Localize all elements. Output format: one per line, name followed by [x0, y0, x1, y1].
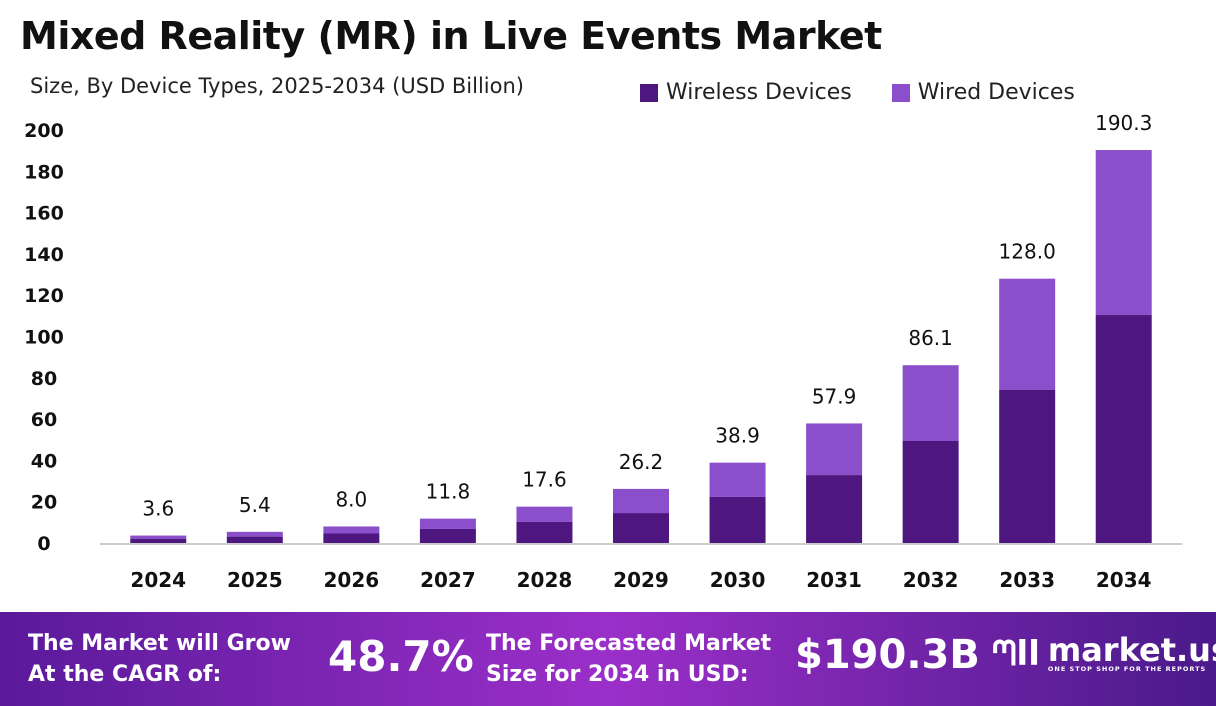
y-tick-label: 140 — [24, 244, 64, 266]
forecast-label: The Forecasted Market Size for 2034 in U… — [486, 631, 772, 687]
bar-wired — [419, 518, 476, 529]
y-tick-label: 200 — [24, 120, 64, 142]
data-label: 8.0 — [335, 487, 367, 511]
data-label: 190.3 — [1095, 111, 1152, 135]
bar-wireless — [323, 533, 380, 543]
bar-wired — [613, 488, 669, 514]
data-label: 86.1 — [908, 326, 953, 350]
data-label: 57.9 — [812, 384, 857, 408]
forecast-value: $190.3B — [795, 632, 980, 678]
bar-wired — [323, 526, 380, 534]
data-label: 128.0 — [999, 240, 1056, 264]
bar-wireless — [226, 536, 283, 543]
x-tick-label: 2024 — [130, 568, 186, 592]
bar-wired — [709, 462, 766, 497]
bar-wireless — [806, 475, 863, 543]
x-tick-label: 2030 — [710, 568, 766, 592]
footer-banner: The Market will Grow At the CAGR of: 48.… — [0, 612, 1216, 706]
x-tick-label: 2031 — [806, 568, 862, 592]
x-tick-label: 2028 — [517, 568, 573, 592]
bar-chart: 0 20 40 60 80 100 120 140 160 180 200 3.6 2024 5.4 202… — [24, 111, 1182, 592]
data-label: 3.6 — [142, 497, 174, 521]
market-us-logo: ᘉll market.us ONE STOP SHOP FOR THE REPO… — [992, 634, 1216, 674]
y-tick-label: 160 — [24, 203, 64, 225]
x-tick-label: 2034 — [1096, 568, 1152, 592]
bar-wireless — [709, 496, 766, 543]
bar-wireless — [419, 528, 476, 543]
bar-wireless — [902, 440, 959, 543]
y-tick-label: 60 — [31, 409, 57, 431]
bar-wired — [130, 535, 187, 539]
bar-wireless — [130, 538, 187, 543]
bar-wired — [1095, 150, 1152, 316]
x-tick-label: 2025 — [227, 568, 283, 592]
legend-item-wired: Wired Devices — [891, 80, 1075, 105]
cagr-label: The Market will Grow At the CAGR of: — [28, 631, 291, 687]
bar-wired — [516, 506, 573, 522]
y-tick-label: 100 — [24, 327, 64, 349]
y-tick-label: 120 — [24, 285, 64, 307]
data-label: 17.6 — [522, 468, 567, 492]
bar-wireless — [999, 389, 1056, 543]
legend-swatch-wireless — [640, 83, 658, 102]
data-label: 11.8 — [426, 480, 471, 504]
x-tick-label: 2027 — [420, 568, 476, 592]
x-tick-label: 2026 — [324, 568, 380, 592]
chart-title: Mixed Reality (MR) in Live Events Market — [20, 14, 882, 58]
y-tick-label: 180 — [24, 161, 64, 183]
y-tick-label: 80 — [31, 368, 57, 390]
legend-label-wired: Wired Devices — [917, 80, 1075, 105]
cagr-value: 48.7% — [328, 632, 474, 681]
bar-wireless — [613, 513, 669, 543]
data-label: 5.4 — [239, 493, 271, 517]
logo-tagline: ONE STOP SHOP FOR THE REPORTS — [1047, 665, 1207, 673]
legend-label-wireless: Wireless Devices — [666, 80, 852, 105]
data-label: 26.2 — [619, 450, 664, 474]
y-tick-label: 40 — [31, 450, 57, 472]
bar-wired — [902, 365, 959, 441]
bar-wired — [806, 423, 863, 476]
bar-wired — [226, 531, 283, 537]
data-label: 38.9 — [715, 424, 760, 448]
x-tick-label: 2033 — [999, 568, 1055, 592]
x-tick-label: 2029 — [613, 568, 669, 592]
legend: Wireless Devices Wired Devices — [640, 80, 1075, 105]
bar-wireless — [1095, 315, 1152, 543]
logo-mark-icon: ᘉll — [992, 634, 1040, 674]
bar-wired — [999, 278, 1056, 390]
legend-swatch-wired — [891, 83, 910, 102]
y-tick-label: 20 — [31, 492, 57, 514]
bar-wireless — [516, 521, 573, 543]
x-tick-label: 2032 — [903, 568, 959, 592]
chart-subtitle: Size, By Device Types, 2025-2034 (USD Bi… — [30, 74, 524, 98]
legend-item-wireless: Wireless Devices — [640, 80, 852, 105]
y-tick-label: 0 — [37, 533, 50, 555]
logo-name: market.us — [1047, 631, 1216, 669]
